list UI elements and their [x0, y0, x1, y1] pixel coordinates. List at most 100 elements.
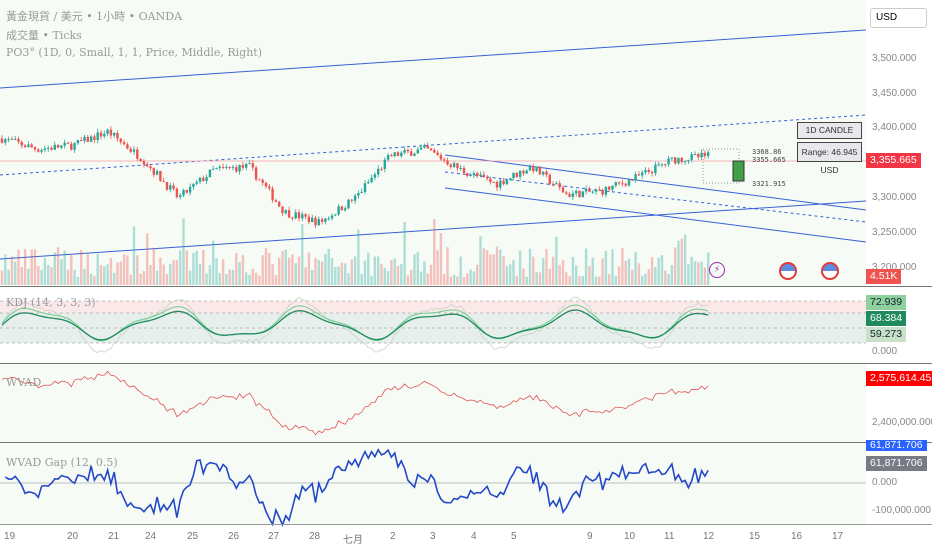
candle [152, 168, 155, 175]
volume-bar [469, 269, 472, 285]
volume-bar [390, 259, 393, 285]
candle [502, 180, 505, 185]
volume-bar [492, 254, 495, 285]
wvad-legend[interactable]: WVAD [6, 376, 42, 389]
symbol-legend[interactable]: 黃金現貨 / 美元 • 1小時 • OANDA [6, 10, 183, 23]
pane-divider[interactable] [0, 363, 932, 364]
volume-bar [195, 250, 198, 285]
candle [96, 132, 99, 140]
volume-bar [132, 226, 136, 285]
candle [119, 138, 122, 143]
candle [182, 189, 185, 196]
volume-bar [446, 247, 449, 285]
gap-tick: -100,000.000 [872, 505, 931, 516]
volume-bar [271, 264, 274, 285]
volume-bar [433, 219, 436, 285]
volume-bar [152, 247, 155, 285]
candle [0, 138, 4, 143]
candle [225, 167, 228, 169]
candle [390, 155, 393, 157]
wvad-gap-line [4, 448, 709, 527]
candle [103, 133, 106, 137]
volume-bar [406, 275, 410, 285]
candle [218, 166, 221, 169]
candle [528, 166, 532, 171]
candle [294, 212, 297, 219]
volume-bar [347, 273, 350, 285]
time-label: 9 [587, 531, 593, 542]
candle [436, 152, 439, 156]
volume-bar [584, 248, 588, 285]
candle [472, 173, 476, 175]
volume-bar [624, 260, 627, 285]
candle [165, 181, 169, 190]
volume-bar [162, 264, 165, 285]
volume-bar [429, 264, 433, 285]
volume-bar [179, 250, 182, 285]
candle [4, 139, 7, 143]
volume-bar [670, 264, 674, 285]
price-axis[interactable]: 3,500.000 3,450.000 3,400.000 3,300.000 … [866, 0, 932, 285]
volume-bar [221, 259, 225, 285]
volume-bar [241, 255, 245, 285]
pane-divider[interactable] [0, 442, 932, 443]
volume-bar [591, 257, 594, 285]
wvad-gap-badge-2: 61,871.706 [866, 456, 927, 471]
volume-bar [47, 265, 50, 285]
candle [142, 161, 146, 165]
volume-bar [103, 266, 106, 285]
price-tick: 3,500.000 [872, 53, 917, 64]
volume-bar [228, 269, 231, 285]
candle [231, 167, 235, 169]
trend-line-dashed [0, 114, 867, 176]
wvad-pane-bg [0, 364, 866, 442]
volume-bar [327, 248, 330, 285]
volume-bar [532, 256, 535, 285]
volume-bar [410, 269, 413, 285]
volume-bar [344, 263, 347, 285]
volume-bar [33, 249, 37, 285]
candle [396, 152, 400, 157]
price-tick: 3,400.000 [872, 122, 917, 133]
volume-bar [40, 270, 43, 285]
candle [373, 174, 377, 178]
wvad-line [1, 370, 709, 436]
candle [56, 144, 60, 148]
pane-divider[interactable] [0, 286, 932, 287]
kdj-legend[interactable]: KDJ (14, 3, 3, 3) [6, 296, 96, 309]
volume-bar [4, 254, 7, 285]
us-flag-event-icon[interactable] [821, 262, 839, 280]
candle [621, 183, 624, 185]
currency-selector[interactable]: USD [870, 8, 927, 28]
po3-legend[interactable]: PO3° (1D, 0, Small, 1, 1, Price, Middle,… [6, 46, 263, 59]
volume-bar [459, 256, 462, 285]
us-flag-event-icon[interactable] [779, 262, 797, 280]
candle [532, 166, 535, 172]
volume-bar [284, 249, 287, 285]
candle [476, 173, 479, 177]
volume-bar [264, 248, 268, 285]
candle [188, 186, 192, 193]
volume-bar [0, 270, 4, 285]
volume-bar [340, 262, 344, 285]
candle [429, 148, 433, 151]
candle [304, 214, 307, 217]
candle [604, 186, 608, 195]
volume-legend[interactable]: 成交量 • Ticks [6, 29, 82, 42]
lightning-event-icon[interactable]: ⚡ [709, 262, 725, 278]
wvad-gap-legend[interactable]: WVAD Gap (12, 0.5) [6, 456, 118, 469]
candle [202, 177, 205, 181]
kdj-tick: 0.000 [872, 346, 898, 357]
candle [50, 147, 53, 150]
candle [212, 168, 215, 170]
volume-bar [202, 250, 205, 285]
volume-bar [551, 256, 555, 285]
kdj-j-badge: 59.273 [866, 327, 907, 342]
volume-bar [297, 256, 301, 285]
volume-bar [588, 266, 591, 285]
candle [63, 142, 66, 146]
candle [198, 177, 202, 182]
time-label: 17 [832, 531, 844, 542]
volume-bar [462, 276, 466, 285]
